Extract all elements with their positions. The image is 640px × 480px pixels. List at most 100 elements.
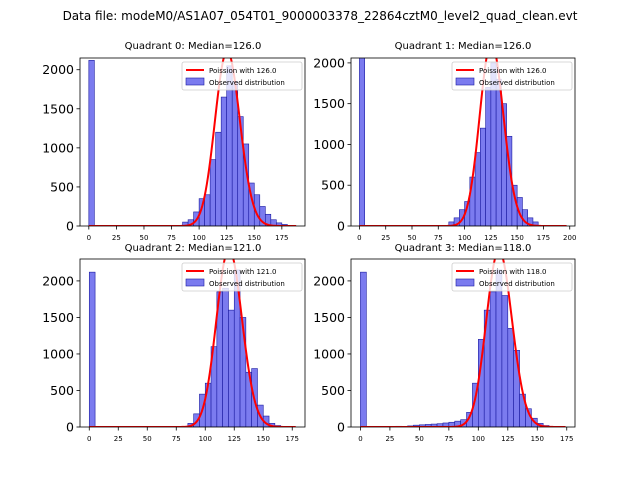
legend-fit-label: Poission with 121.0 [209, 268, 277, 276]
histogram-bar [480, 127, 486, 226]
x-tick-label: 150 [510, 234, 523, 242]
poisson-fit-line [360, 259, 566, 427]
x-tick-label: 25 [114, 435, 123, 443]
histogram-bar [495, 78, 502, 226]
quadrant-0-panel: Quadrant 0: Median=126.0 0 25 50 75 100 125 15… [42, 41, 306, 242]
y-tick-label: 1500 [313, 96, 345, 111]
histogram-bar [88, 271, 96, 427]
x-tick-label: 100 [472, 435, 485, 443]
y-tick-label: 2000 [313, 273, 345, 288]
quadrant-2-plot-area [88, 259, 296, 427]
y-tick-label: 1000 [313, 346, 345, 361]
quadrant-3-title: Quadrant 3: Median=118.0 [395, 243, 532, 254]
quadrant-1-panel: Quadrant 1: Median=126.0 0 25 50 75 100 125 15… [313, 41, 576, 242]
histogram-bar [507, 328, 514, 427]
x-tick-label: 25 [112, 234, 121, 242]
x-tick-label: 75 [444, 435, 453, 443]
x-tick-label: 0 [87, 234, 91, 242]
histogram-bar [204, 194, 211, 226]
y-tick-label: 1500 [313, 310, 345, 325]
x-tick-label: 125 [228, 435, 241, 443]
legend-histogram-label: Observed distribution [479, 280, 555, 288]
histogram-bar [359, 58, 365, 226]
quadrant-3-axes-frame [350, 258, 576, 428]
y-tick-label: 500 [321, 178, 345, 193]
x-tick-label: 100 [192, 234, 205, 242]
quadrant-1-axes-frame [350, 57, 576, 227]
x-tick-label: 175 [286, 435, 299, 443]
x-tick-label: 100 [458, 234, 471, 242]
y-tick-label: 0 [66, 420, 74, 435]
quadrant-1-title: Quadrant 1: Median=126.0 [395, 41, 532, 52]
quadrant-2-axes-frame [79, 258, 306, 428]
figure-suptitle: Data file: modeM0/AS1A07_054T01_90000033… [63, 9, 578, 23]
x-tick-label: 75 [434, 234, 443, 242]
y-tick-label: 500 [321, 383, 345, 398]
poisson-fit-line [89, 259, 296, 427]
y-tick-label: 1500 [42, 310, 74, 325]
x-tick-label: 125 [484, 234, 497, 242]
x-tick-label: 0 [87, 435, 91, 443]
quadrant-3-panel: Quadrant 3: Median=118.0 0 25 50 75 100 125 15… [313, 243, 576, 443]
y-tick-label: 2000 [42, 273, 74, 288]
histogram-bar [220, 96, 227, 226]
legend-box [181, 262, 303, 292]
x-tick-label: 125 [501, 435, 514, 443]
y-tick-label: 0 [337, 219, 345, 234]
poisson-fit-line [359, 58, 567, 226]
legend-histogram-label: Observed distribution [209, 79, 285, 87]
y-tick-label: 0 [337, 420, 345, 435]
histogram-bar [215, 131, 222, 226]
legend-histogram-swatch [455, 278, 475, 287]
histogram-bar [495, 269, 503, 427]
legend-box [451, 262, 573, 292]
legend-histogram-swatch [185, 77, 205, 86]
histogram-bar [88, 60, 95, 226]
y-tick-label: 1500 [42, 101, 74, 116]
quadrant-2-title: Quadrant 2: Median=121.0 [125, 243, 262, 254]
x-tick-label: 50 [140, 234, 149, 242]
histogram-bar [222, 287, 229, 427]
legend-fit-label: Poission with 126.0 [209, 67, 277, 75]
x-tick-label: 75 [172, 435, 181, 443]
y-tick-label: 2000 [42, 62, 74, 77]
y-tick-label: 1000 [42, 140, 74, 155]
y-tick-label: 2000 [313, 55, 345, 70]
legend-box [451, 61, 573, 91]
histogram-bar [474, 152, 481, 226]
y-tick-label: 1000 [42, 346, 74, 361]
y-tick-label: 1000 [313, 137, 345, 152]
quadrant-2-panel: Quadrant 2: Median=121.0 0 25 50 75 100 125 15… [42, 243, 306, 443]
x-tick-label: 25 [381, 234, 390, 242]
x-tick-label: 50 [143, 435, 152, 443]
quadrant-0-legend: Poission with 126.0 Observed distribution [181, 61, 303, 91]
quadrant-3-legend: Poission with 118.0 Observed distribution [451, 262, 573, 292]
x-tick-label: 175 [560, 435, 573, 443]
x-tick-label: 150 [248, 234, 261, 242]
legend-histogram-label: Observed distribution [209, 280, 285, 288]
quadrant-1-legend: Poission with 126.0 Observed distribution [451, 61, 573, 91]
x-tick-label: 200 [563, 234, 576, 242]
histogram-bar [485, 87, 492, 226]
x-tick-label: 175 [537, 234, 550, 242]
quadrant-0-plot-area [88, 58, 297, 226]
histogram-bar [360, 271, 367, 427]
histogram-bar [532, 221, 539, 226]
x-tick-label: 150 [257, 435, 270, 443]
histogram-bar [501, 295, 509, 427]
legend-histogram-label: Observed distribution [479, 79, 555, 87]
y-tick-label: 500 [50, 383, 74, 398]
histogram-bar [489, 291, 497, 427]
x-tick-label: 100 [199, 435, 212, 443]
legend-fit-label: Poission with 126.0 [479, 67, 547, 75]
legend-histogram-swatch [455, 77, 475, 86]
x-tick-label: 25 [385, 435, 394, 443]
legend-box [181, 61, 303, 91]
x-tick-label: 0 [357, 234, 361, 242]
x-tick-label: 50 [408, 234, 417, 242]
quadrant-0-axes-frame [79, 57, 306, 227]
histogram-bar [209, 159, 216, 226]
legend-fit-label: Poission with 118.0 [479, 268, 547, 276]
poisson-fit-line [88, 58, 297, 226]
